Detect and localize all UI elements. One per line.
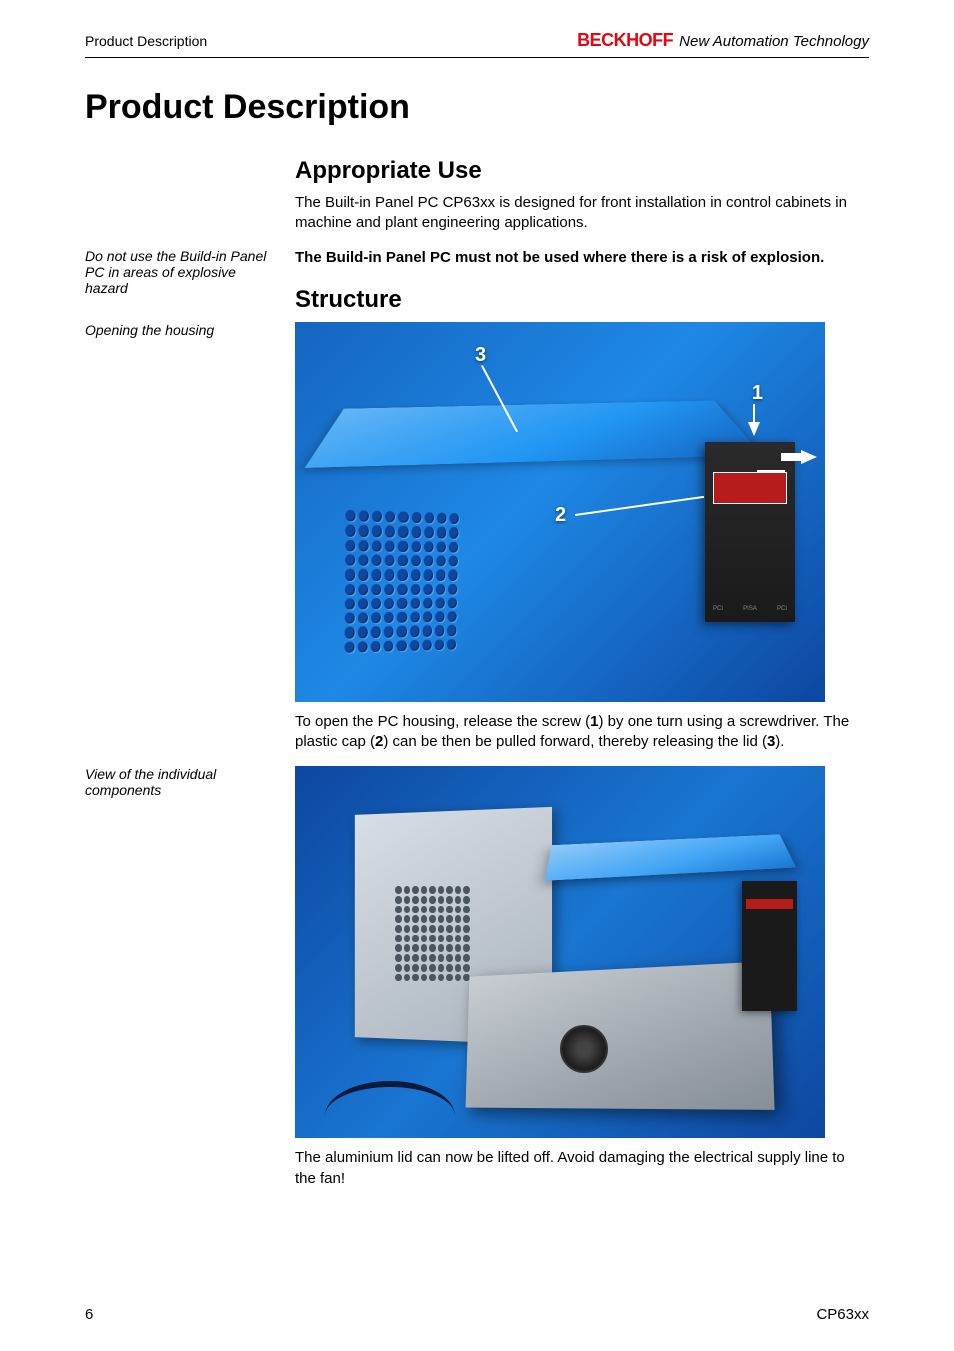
figure-vent-grid [344, 510, 459, 653]
margin-note-opening: Opening the housing [85, 322, 285, 767]
brand-tagline: New Automation Technology [679, 33, 869, 50]
figure-label-row: PCIPISAPCI [713, 606, 787, 616]
figure-lid-shape [305, 400, 763, 467]
cap1-a: To open the PC housing, release the scre… [295, 713, 590, 730]
page-header: Product Description BECKHOFF New Automati… [85, 30, 869, 58]
page-title: Product Description [85, 88, 869, 127]
margin-note-explosive: Do not use the Build-in Panel PC in area… [85, 248, 285, 322]
page-footer: 6 CP63xx [85, 1306, 869, 1323]
figure2-caption: The aluminium lid can now be lifted off.… [295, 1148, 869, 1189]
margin-note-components: View of the individual components [85, 766, 285, 1203]
figure-marks [757, 470, 775, 472]
section-heading-appropriate-use: Appropriate Use [295, 157, 869, 185]
figure-module: PCIPISAPCI [705, 442, 795, 622]
figure-red-label [713, 472, 787, 504]
fig2-chassis [466, 961, 775, 1110]
arrow-right-icon [801, 450, 817, 464]
cap1-d: ). [775, 733, 784, 750]
appropriate-use-para: The Built-in Panel PC CP63xx is designed… [295, 193, 869, 234]
cap1-ref1: 1 [590, 713, 598, 730]
margin-empty-1 [85, 157, 285, 248]
figure1-caption: To open the PC housing, release the scre… [295, 712, 869, 753]
header-brand: BECKHOFF New Automation Technology [577, 30, 869, 51]
callout-1-arrow-body [753, 404, 755, 422]
brand-name: BECKHOFF [577, 30, 673, 50]
section-heading-structure: Structure [295, 286, 869, 314]
figure-components [295, 766, 825, 1138]
fig2-fan [560, 1025, 608, 1073]
callout-2: 2 [555, 504, 566, 527]
callout-2-line [575, 496, 704, 516]
fig2-module [742, 881, 797, 1011]
callout-1: 1 [752, 382, 763, 405]
footer-page-number: 6 [85, 1306, 93, 1323]
fig2-cable [325, 1081, 455, 1116]
callout-1-arrow-icon [748, 422, 760, 436]
fig2-red-label [746, 899, 793, 909]
fig2-vent-grid [395, 886, 470, 981]
cap1-c: ) can be then be pulled forward, thereby… [383, 733, 767, 750]
explosion-warning: The Build-in Panel PC must not be used w… [295, 248, 869, 268]
callout-3: 3 [475, 344, 486, 367]
fig2-lid [545, 835, 796, 881]
header-section-name: Product Description [85, 33, 207, 49]
arrow-body-1 [781, 453, 801, 461]
footer-doc-id: CP63xx [816, 1306, 869, 1323]
figure-housing: PCIPISAPCI 3 1 2 [295, 322, 825, 702]
